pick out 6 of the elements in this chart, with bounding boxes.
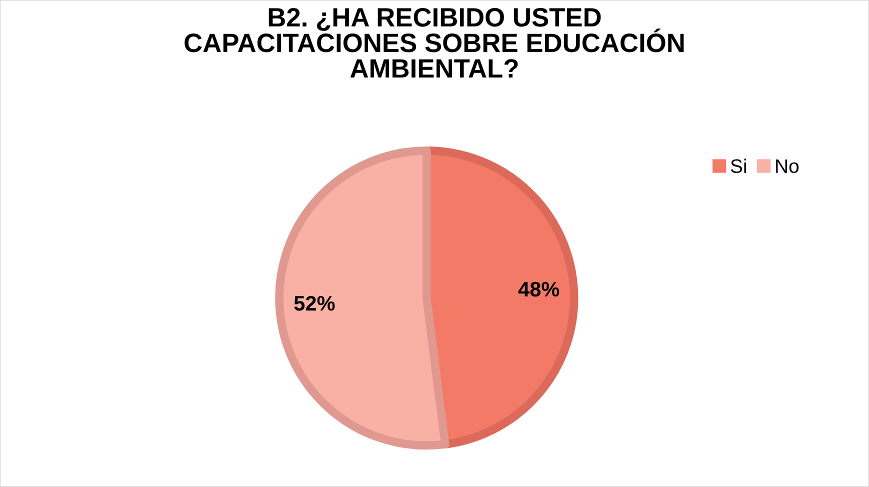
data-label: 48% (518, 282, 560, 297)
data-label: 52% (294, 296, 335, 311)
chart-title: B2. ¿HA RECIBIDO USTED CAPACITACIONES SOBRE EDUCACIÓN AMBIENTAL? (184, 8, 684, 78)
pie-slice (275, 146, 450, 450)
legend-label: Si (730, 158, 746, 174)
legend-label: No (776, 159, 799, 174)
